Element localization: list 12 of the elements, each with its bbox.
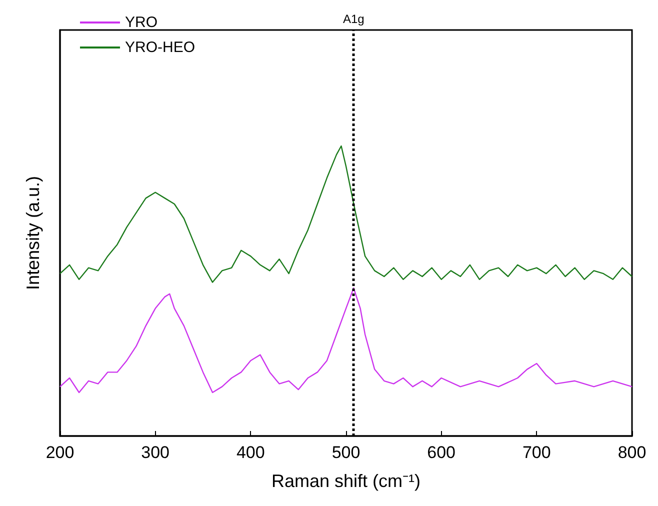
x-tick-label: 300 (141, 443, 170, 462)
y-axis-title: Intensity (a.u.) (23, 176, 43, 290)
x-axis-title: Raman shift (cm⁻¹) (271, 471, 421, 491)
x-tick-label: 500 (332, 443, 360, 462)
x-tick-label: 600 (427, 443, 456, 462)
x-tick-label: 200 (46, 443, 74, 462)
x-tick-label: 700 (522, 443, 551, 462)
legend-label: YRO (125, 14, 158, 31)
legend-label: YRO-HEO (125, 39, 196, 56)
x-tick-label: 800 (618, 443, 646, 462)
ref-line-label: A1g (342, 12, 364, 26)
x-tick-label: 400 (236, 443, 265, 462)
